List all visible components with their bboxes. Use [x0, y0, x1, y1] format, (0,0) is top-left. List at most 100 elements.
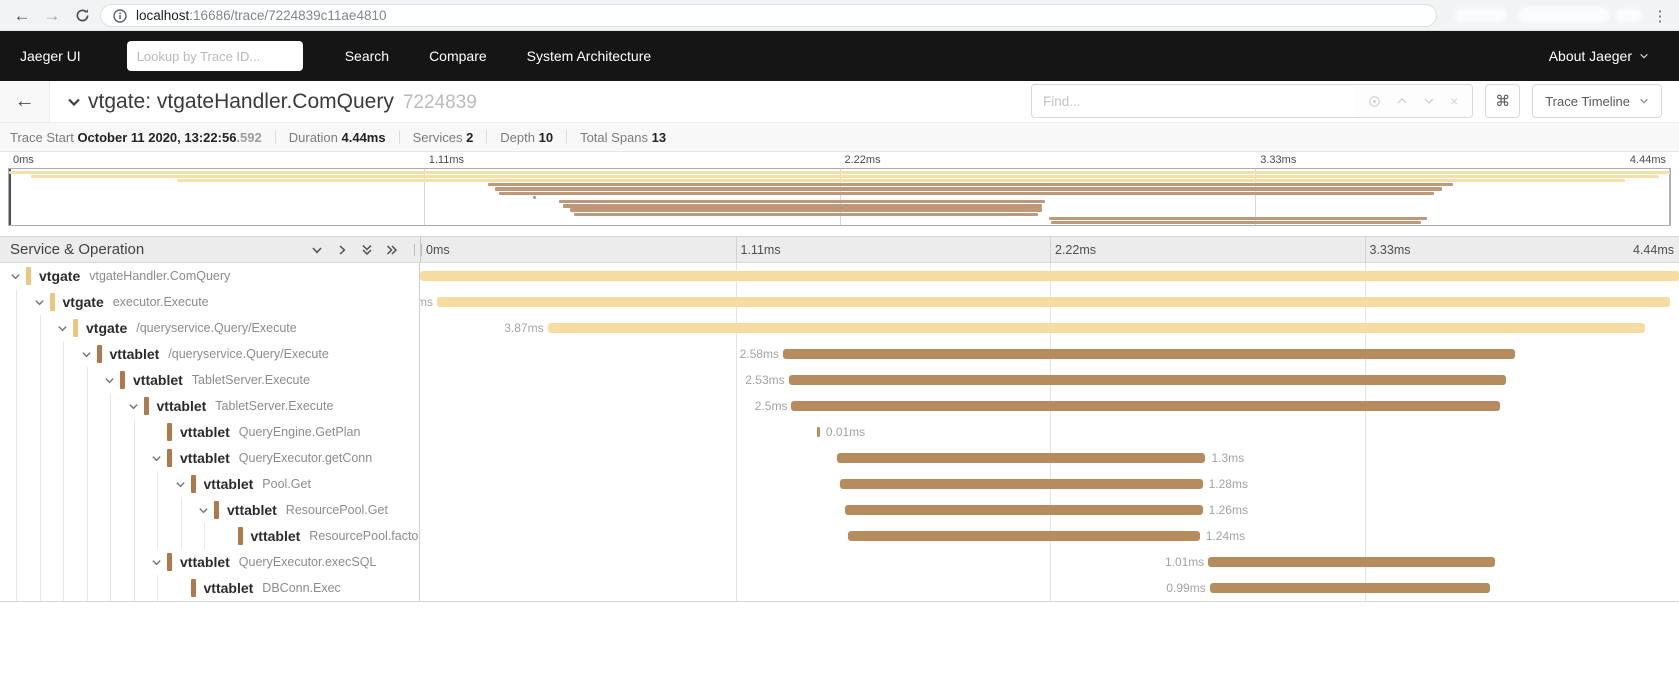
span-row[interactable]: vttablet ResourcePool.factory 1.24ms [0, 523, 1679, 549]
span-timeline-cell[interactable]: 1.3ms [420, 445, 1679, 471]
expand-one-icon[interactable] [335, 243, 349, 257]
jaeger-ui-brand[interactable]: Jaeger UI [20, 48, 81, 64]
span-timeline-cell[interactable]: 1.28ms [420, 471, 1679, 497]
span-bar[interactable] [791, 401, 1501, 411]
span-collapse-chevron[interactable] [128, 401, 144, 412]
span-collapse-chevron[interactable] [198, 505, 214, 516]
span-bar[interactable] [420, 271, 1679, 281]
span-timeline-cell[interactable]: 0.01ms [420, 419, 1679, 445]
span-bar[interactable] [1208, 557, 1495, 567]
span-row[interactable]: vttablet QueryExecutor.getConn 1.3ms [0, 445, 1679, 471]
span-timeline-cell[interactable]: 2.58ms [420, 341, 1679, 367]
prev-result-icon[interactable] [1396, 95, 1408, 107]
about-jaeger-menu[interactable]: About Jaeger [1549, 48, 1649, 64]
span-collapse-chevron[interactable] [81, 349, 97, 360]
span-timeline-cell[interactable]: 1.01ms [420, 549, 1679, 575]
trace-view-selector[interactable]: Trace Timeline [1532, 84, 1662, 118]
browser-back-button[interactable]: ← [13, 5, 31, 25]
span-bar[interactable] [782, 349, 1515, 359]
span-tree-cell[interactable]: vttablet QueryEngine.GetPlan [0, 419, 420, 445]
keyboard-shortcuts-button[interactable]: ⌘ [1485, 84, 1521, 118]
span-collapse-chevron[interactable] [104, 375, 120, 386]
span-tree-cell[interactable]: vtgate executor.Execute [0, 289, 420, 315]
expand-all-icon[interactable] [385, 243, 399, 257]
service-operation-title: Service & Operation [10, 241, 145, 258]
span-row[interactable]: vtgate/queryservice.Query/Execute 3.87ms [0, 315, 1679, 341]
indent-guide [63, 575, 64, 601]
span-row[interactable]: vttablet QueryEngine.GetPlan 0.01ms [0, 419, 1679, 445]
collapse-one-icon[interactable] [310, 243, 324, 257]
span-row[interactable]: vtgate vtgateHandler.ComQuery [0, 263, 1679, 289]
page-info-icon[interactable] [113, 8, 127, 23]
next-result-icon[interactable] [1423, 95, 1435, 107]
browser-reload-button[interactable] [68, 0, 96, 31]
span-tree-cell[interactable]: vttablet DBConn.Exec [0, 575, 420, 601]
span-collapse-chevron[interactable] [10, 271, 26, 282]
span-timeline-cell[interactable] [420, 263, 1679, 289]
span-collapse-chevron[interactable] [34, 297, 50, 308]
locate-span-icon[interactable] [1368, 95, 1381, 108]
span-tree-cell[interactable]: vtgate/queryservice.Query/Execute [0, 315, 420, 341]
span-bar[interactable] [848, 531, 1200, 541]
span-bar[interactable] [437, 297, 1671, 307]
span-bar[interactable] [1209, 583, 1491, 593]
chevron-down-icon [175, 481, 185, 487]
span-collapse-chevron[interactable] [175, 479, 191, 490]
span-timeline-cell[interactable]: 1.26ms [420, 497, 1679, 523]
indent-guide [133, 523, 135, 549]
span-collapse-chevron[interactable] [57, 323, 73, 334]
span-bar[interactable] [816, 427, 820, 437]
span-tree-cell[interactable]: vttablet TabletServer.Execute [0, 367, 420, 393]
span-bar[interactable] [845, 505, 1203, 515]
span-row[interactable]: vttablet TabletServer.Execute 2.53ms [0, 367, 1679, 393]
find-input[interactable] [1032, 85, 1355, 117]
span-collapse-chevron[interactable] [151, 557, 167, 568]
span-row[interactable]: vttablet Pool.Get 1.28ms [0, 471, 1679, 497]
span-row[interactable]: vttablet QueryExecutor.execSQL 1.01ms [0, 549, 1679, 575]
tick-label: 2.22ms [1055, 243, 1096, 257]
navbar-item-compare[interactable]: Compare [429, 48, 487, 64]
minimap-left-scrubber[interactable] [9, 169, 11, 225]
span-row[interactable]: vttablet ResourcePool.Get 1.26ms [0, 497, 1679, 523]
span-tree-cell[interactable]: vttablet TabletServer.Execute [0, 393, 420, 419]
collapse-all-icon[interactable] [360, 243, 374, 257]
span-collapse-chevron[interactable] [151, 453, 167, 464]
span-operation-name: /queryservice.Query/Execute [168, 347, 329, 361]
clear-find-icon[interactable]: × [1450, 93, 1459, 109]
span-row[interactable]: vtgate executor.Execute ms [0, 289, 1679, 315]
trace-title: vtgate: vtgateHandler.ComQuery 7224839 [88, 89, 477, 113]
span-bar[interactable] [788, 375, 1507, 385]
panel-resize-grip[interactable] [414, 244, 422, 256]
span-tree-cell[interactable]: vttablet ResourcePool.factory [0, 523, 420, 549]
span-bar[interactable] [836, 453, 1206, 463]
span-bar[interactable] [547, 323, 1645, 333]
span-timeline-cell[interactable]: 0.99ms [420, 575, 1679, 601]
span-tree-cell[interactable]: vtgate vtgateHandler.ComQuery [0, 263, 420, 289]
navbar-item-system-architecture[interactable]: System Architecture [526, 48, 652, 64]
indent-guide [16, 341, 17, 367]
span-timeline-cell[interactable]: 2.5ms [420, 393, 1679, 419]
span-timeline-cell[interactable]: 3.87ms [420, 315, 1679, 341]
span-tree-cell[interactable]: vttablet QueryExecutor.execSQL [0, 549, 420, 575]
span-tree-cell[interactable]: vttablet QueryExecutor.getConn [0, 445, 420, 471]
span-timeline-cell[interactable]: ms [420, 289, 1679, 315]
span-tree-cell[interactable]: vttablet Pool.Get [0, 471, 420, 497]
span-bar[interactable] [839, 479, 1203, 489]
collapse-trace-chevron[interactable] [66, 94, 82, 110]
minimap-right-scrubber[interactable] [1669, 169, 1670, 225]
minimap-span-bar [558, 200, 1046, 204]
browser-forward-button[interactable]: → [43, 5, 61, 25]
span-row[interactable]: vttablet TabletServer.Execute 2.5ms [0, 393, 1679, 419]
span-tree-cell[interactable]: vttablet ResourcePool.Get [0, 497, 420, 523]
timeline-minimap[interactable] [8, 168, 1671, 226]
span-row[interactable]: vttablet DBConn.Exec 0.99ms [0, 575, 1679, 601]
browser-menu-icon[interactable]: ⋮ [1652, 7, 1668, 25]
navbar-item-search[interactable]: Search [344, 48, 390, 64]
back-to-search-button[interactable]: ← [0, 81, 50, 122]
trace-id-lookup-input[interactable] [126, 41, 303, 71]
span-row[interactable]: vttablet/queryservice.Query/Execute 2.58m… [0, 341, 1679, 367]
url-bar[interactable]: localhost:16686/trace/7224839c11ae4810 [100, 4, 1437, 27]
span-timeline-cell[interactable]: 1.24ms [420, 523, 1679, 549]
span-timeline-cell[interactable]: 2.53ms [420, 367, 1679, 393]
span-tree-cell[interactable]: vttablet/queryservice.Query/Execute [0, 341, 420, 367]
